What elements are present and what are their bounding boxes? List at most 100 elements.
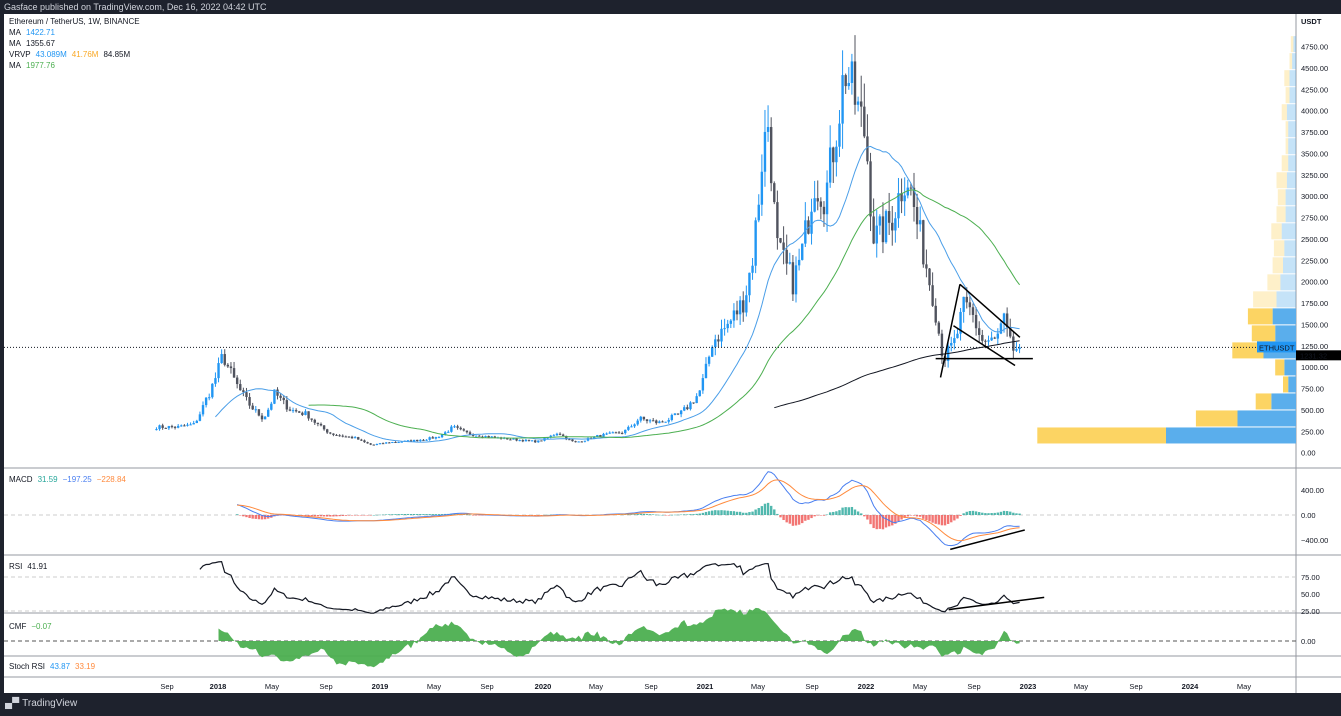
candle-body xyxy=(853,61,857,105)
ma2-label: MA xyxy=(9,39,21,48)
macd-histogram-bar xyxy=(465,514,469,515)
macd-tick-label: −400.00 xyxy=(1301,536,1328,545)
candle-body xyxy=(1005,313,1009,328)
candle-body xyxy=(220,354,223,364)
price-tick-label: 1250.00 xyxy=(1301,342,1328,351)
candle-body xyxy=(235,377,239,385)
cmf-label: CMF xyxy=(9,622,27,631)
macd-histogram-bar xyxy=(794,515,798,526)
candle-body xyxy=(310,418,313,420)
time-tick-label: Sep xyxy=(1129,682,1142,691)
price-tick-label: 0.00 xyxy=(1301,449,1316,458)
macd-histogram-bar xyxy=(546,514,549,516)
candle-body xyxy=(925,264,928,269)
vrvp-down-bar xyxy=(1284,70,1290,87)
macd-histogram-bar xyxy=(732,511,736,515)
candle-body xyxy=(655,420,658,424)
candle-body xyxy=(555,433,559,436)
candle-body xyxy=(667,419,670,422)
candle-body xyxy=(996,333,1000,339)
macd-histogram-bar xyxy=(900,515,903,520)
macd-histogram-bar xyxy=(310,515,313,517)
macd-histogram-bar xyxy=(642,513,646,515)
macd-histogram-bar xyxy=(425,514,428,515)
candle-body xyxy=(825,182,829,215)
rsi-tick-label: 75.00 xyxy=(1301,573,1320,582)
candle-body xyxy=(819,201,823,207)
candle-body xyxy=(208,397,211,399)
candle-body xyxy=(465,430,469,433)
candle-body xyxy=(521,440,524,442)
candle-body xyxy=(794,265,798,295)
candle-body xyxy=(1002,313,1006,324)
candle-body xyxy=(804,220,807,244)
candle-body xyxy=(319,423,323,426)
chart-frame[interactable] xyxy=(4,14,1341,693)
candle-body xyxy=(242,390,245,393)
macd-histogram-bar xyxy=(388,514,391,515)
candle-body xyxy=(915,207,919,225)
macd-histogram-bar xyxy=(468,514,472,516)
macd-histogram-bar xyxy=(928,515,931,522)
candle-body xyxy=(285,400,289,410)
vrvp-down-bar xyxy=(1037,427,1166,444)
macd-histogram-bar xyxy=(419,514,422,515)
vrvp-up-bar xyxy=(1288,155,1296,172)
macd-histogram-bar xyxy=(710,510,714,515)
candle-body xyxy=(856,101,860,105)
macd-histogram-bar xyxy=(965,511,968,515)
tradingview-logo[interactable]: ▄▀ TradingView xyxy=(5,698,77,709)
candle-body xyxy=(627,426,630,430)
time-tick-label: May xyxy=(265,682,279,691)
candle-body xyxy=(940,333,944,357)
macd-histogram-bar xyxy=(313,515,316,517)
macd-histogram-bar xyxy=(990,513,993,515)
legend-stoch-rsi: Stoch RSI 43.87 33.19 xyxy=(9,662,100,671)
candle-body xyxy=(788,262,792,264)
candle-body xyxy=(257,409,261,416)
vrvp-up-bar xyxy=(1293,36,1296,53)
legend-ma2: MA 1355.67 xyxy=(9,39,60,48)
macd-histogram-bar xyxy=(751,511,754,515)
vrvp-up: 43.089M xyxy=(35,50,67,59)
macd-histogram-bar xyxy=(993,512,996,515)
vrvp-up-bar xyxy=(1281,223,1296,240)
candle-body xyxy=(748,272,751,296)
vrvp-up-bar xyxy=(1289,87,1296,104)
macd-histogram-bar xyxy=(745,512,748,515)
vrvp-down-bar xyxy=(1272,257,1283,274)
macd-histogram-bar xyxy=(906,515,909,517)
macd-histogram-bar xyxy=(838,510,841,515)
price-tick-label: 2250.00 xyxy=(1301,256,1328,265)
macd-histogram-bar xyxy=(788,515,792,524)
candle-body xyxy=(506,437,509,440)
macd-histogram-bar xyxy=(347,515,351,516)
macd-hist-value: 31.59 xyxy=(37,475,58,484)
candle-body xyxy=(633,424,636,427)
time-tick-label: 2020 xyxy=(535,682,552,691)
candle-body xyxy=(813,198,816,212)
rsi-value: 41.91 xyxy=(27,562,48,571)
candle-body xyxy=(204,397,208,406)
macd-signal-value: −228.84 xyxy=(96,475,126,484)
vrvp-up-bar xyxy=(1275,325,1296,342)
macd-histogram-bar xyxy=(804,515,807,521)
candle-body xyxy=(316,422,320,424)
time-tick-label: 2018 xyxy=(210,682,227,691)
candle-body xyxy=(751,265,754,273)
macd-histogram-bar xyxy=(748,512,751,515)
candle-body xyxy=(350,436,354,439)
candle-body xyxy=(384,442,388,444)
candle-body xyxy=(248,397,251,406)
macd-histogram-bar xyxy=(620,514,624,516)
candle-body xyxy=(1012,336,1015,351)
candle-body xyxy=(658,421,661,424)
candle-body xyxy=(372,444,375,446)
candle-body xyxy=(928,268,931,286)
candle-body xyxy=(164,427,167,429)
candle-body xyxy=(180,425,183,427)
vrvp-up-bar xyxy=(1272,308,1296,325)
vrvp-down-bar xyxy=(1285,121,1289,138)
candle-body xyxy=(391,442,394,444)
